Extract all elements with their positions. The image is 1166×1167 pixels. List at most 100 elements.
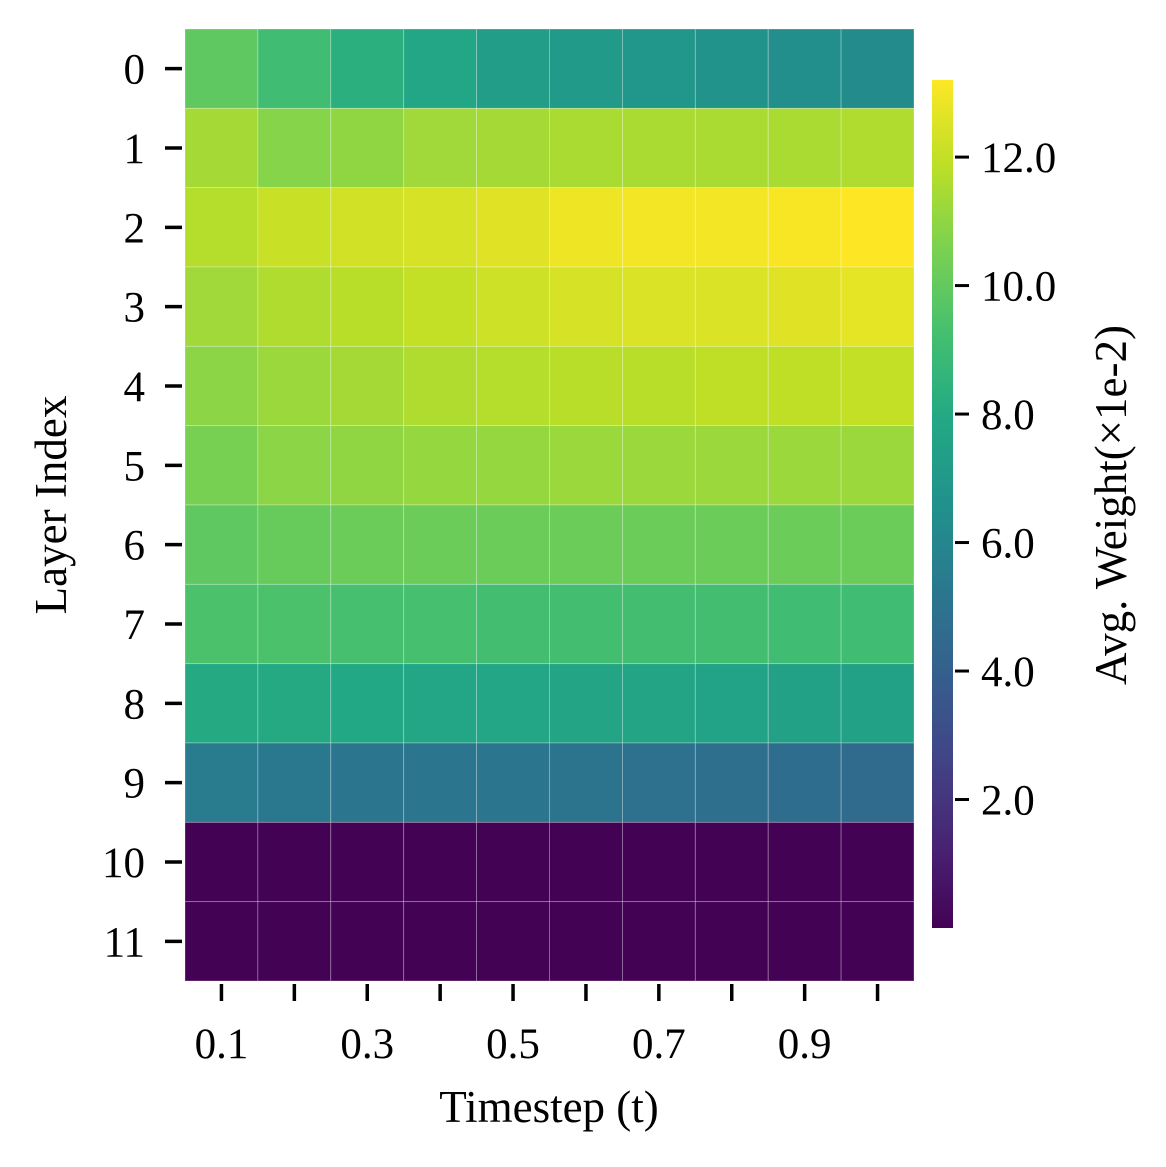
heatmap-cell <box>840 345 915 427</box>
heatmap-cell <box>622 663 696 744</box>
heatmap-cell <box>184 901 259 982</box>
heatmap-cell <box>767 345 842 427</box>
x-tick-label: 0.7 <box>632 1021 686 1068</box>
y-tick-label: 7 <box>124 602 146 649</box>
heatmap-cell <box>330 742 405 823</box>
heatmap-cell <box>476 742 550 823</box>
heatmap-cell <box>257 742 332 823</box>
y-tick-label: 0 <box>124 47 146 94</box>
colorbar-tick-label: 10.0 <box>981 264 1056 311</box>
heatmap-cell <box>622 504 696 585</box>
heatmap-cell <box>622 821 696 903</box>
heatmap-cell <box>330 583 405 665</box>
heatmap-cell <box>549 266 623 347</box>
heatmap-cells <box>184 28 915 982</box>
heatmap-cell <box>694 901 769 982</box>
heatmap-cell <box>403 504 478 585</box>
heatmap-cell <box>257 28 332 109</box>
heatmap-cell <box>330 345 405 427</box>
heatmap-cell <box>184 425 259 506</box>
y-tick-label: 5 <box>124 443 146 490</box>
heatmap-cell <box>403 821 478 903</box>
heatmap-cell <box>767 187 842 268</box>
heatmap-cell <box>476 583 550 665</box>
heatmap-cell <box>184 504 259 585</box>
y-axis-label: Layer Index <box>26 396 76 615</box>
heatmap-cell <box>622 266 696 347</box>
heatmap-cell <box>767 583 842 665</box>
heatmap-cell <box>330 28 405 109</box>
heatmap-cell <box>840 583 915 665</box>
heatmap-cell <box>184 28 259 109</box>
colorbar-tick-label: 8.0 <box>981 392 1035 439</box>
heatmap-cell <box>330 425 405 506</box>
heatmap-cell <box>476 821 550 903</box>
heatmap-cell <box>622 425 696 506</box>
heatmap-cell <box>403 107 478 189</box>
heatmap-cell <box>403 425 478 506</box>
heatmap-cell <box>476 901 550 982</box>
heatmap-cell <box>694 187 769 268</box>
heatmap-cell <box>476 425 550 506</box>
heatmap-cell <box>403 187 478 268</box>
y-tick-label: 11 <box>104 919 145 966</box>
heatmap-cell <box>767 742 842 823</box>
heatmap-cell <box>184 742 259 823</box>
heatmap-cell <box>840 742 915 823</box>
heatmap-cell <box>767 504 842 585</box>
colorbar: 2.0 4.0 6.0 8.0 10.0 12.0 <box>932 80 1056 928</box>
heatmap-cell <box>257 345 332 427</box>
heatmap-cell <box>257 425 332 506</box>
heatmap-cell <box>476 345 550 427</box>
heatmap-cell <box>840 425 915 506</box>
heatmap-cell <box>330 107 405 189</box>
heatmap-cell <box>403 901 478 982</box>
heatmap-cell <box>257 663 332 744</box>
heatmap-cell <box>184 345 259 427</box>
heatmap-cell <box>694 663 769 744</box>
heatmap-cell <box>257 821 332 903</box>
heatmap-cell <box>694 583 769 665</box>
heatmap-cell <box>767 425 842 506</box>
heatmap-cell <box>622 742 696 823</box>
heatmap-cell <box>767 107 842 189</box>
heatmap-cell <box>549 345 623 427</box>
heatmap-cell <box>257 901 332 982</box>
heatmap-cell <box>549 583 623 665</box>
heatmap-cell <box>549 28 623 109</box>
heatmap-cell <box>694 345 769 427</box>
heatmap-cell <box>403 266 478 347</box>
heatmap-cell <box>403 345 478 427</box>
y-tick-label: 3 <box>124 285 146 332</box>
heatmap-cell <box>257 266 332 347</box>
heatmap-cell <box>330 821 405 903</box>
heatmap-cell <box>476 504 550 585</box>
heatmap-cell <box>549 663 623 744</box>
heatmap-cell <box>694 821 769 903</box>
heatmap-cell <box>403 583 478 665</box>
heatmap-cell <box>257 504 332 585</box>
y-axis: 0 1 2 3 4 5 6 7 8 9 10 11 <box>102 47 182 966</box>
heatmap-cell <box>622 583 696 665</box>
heatmap-cell <box>840 663 915 744</box>
x-tick-label: 0.3 <box>340 1021 394 1068</box>
heatmap-cell <box>257 187 332 268</box>
heatmap-cell <box>476 663 550 744</box>
x-tick-label: 0.1 <box>195 1021 249 1068</box>
heatmap-cell <box>257 583 332 665</box>
heatmap-cell <box>840 266 915 347</box>
heatmap-cell <box>330 504 405 585</box>
heatmap-cell <box>403 28 478 109</box>
y-tick-label: 9 <box>124 761 146 808</box>
heatmap-cell <box>184 583 259 665</box>
y-tick-label: 8 <box>124 681 146 728</box>
colorbar-tick-label: 2.0 <box>981 778 1035 825</box>
heatmap-cell <box>767 821 842 903</box>
heatmap-cell <box>694 742 769 823</box>
colorbar-tick-label: 12.0 <box>981 135 1056 182</box>
heatmap-cell <box>549 742 623 823</box>
heatmap-cell <box>184 187 259 268</box>
heatmap-cell <box>184 266 259 347</box>
heatmap-cell <box>694 107 769 189</box>
